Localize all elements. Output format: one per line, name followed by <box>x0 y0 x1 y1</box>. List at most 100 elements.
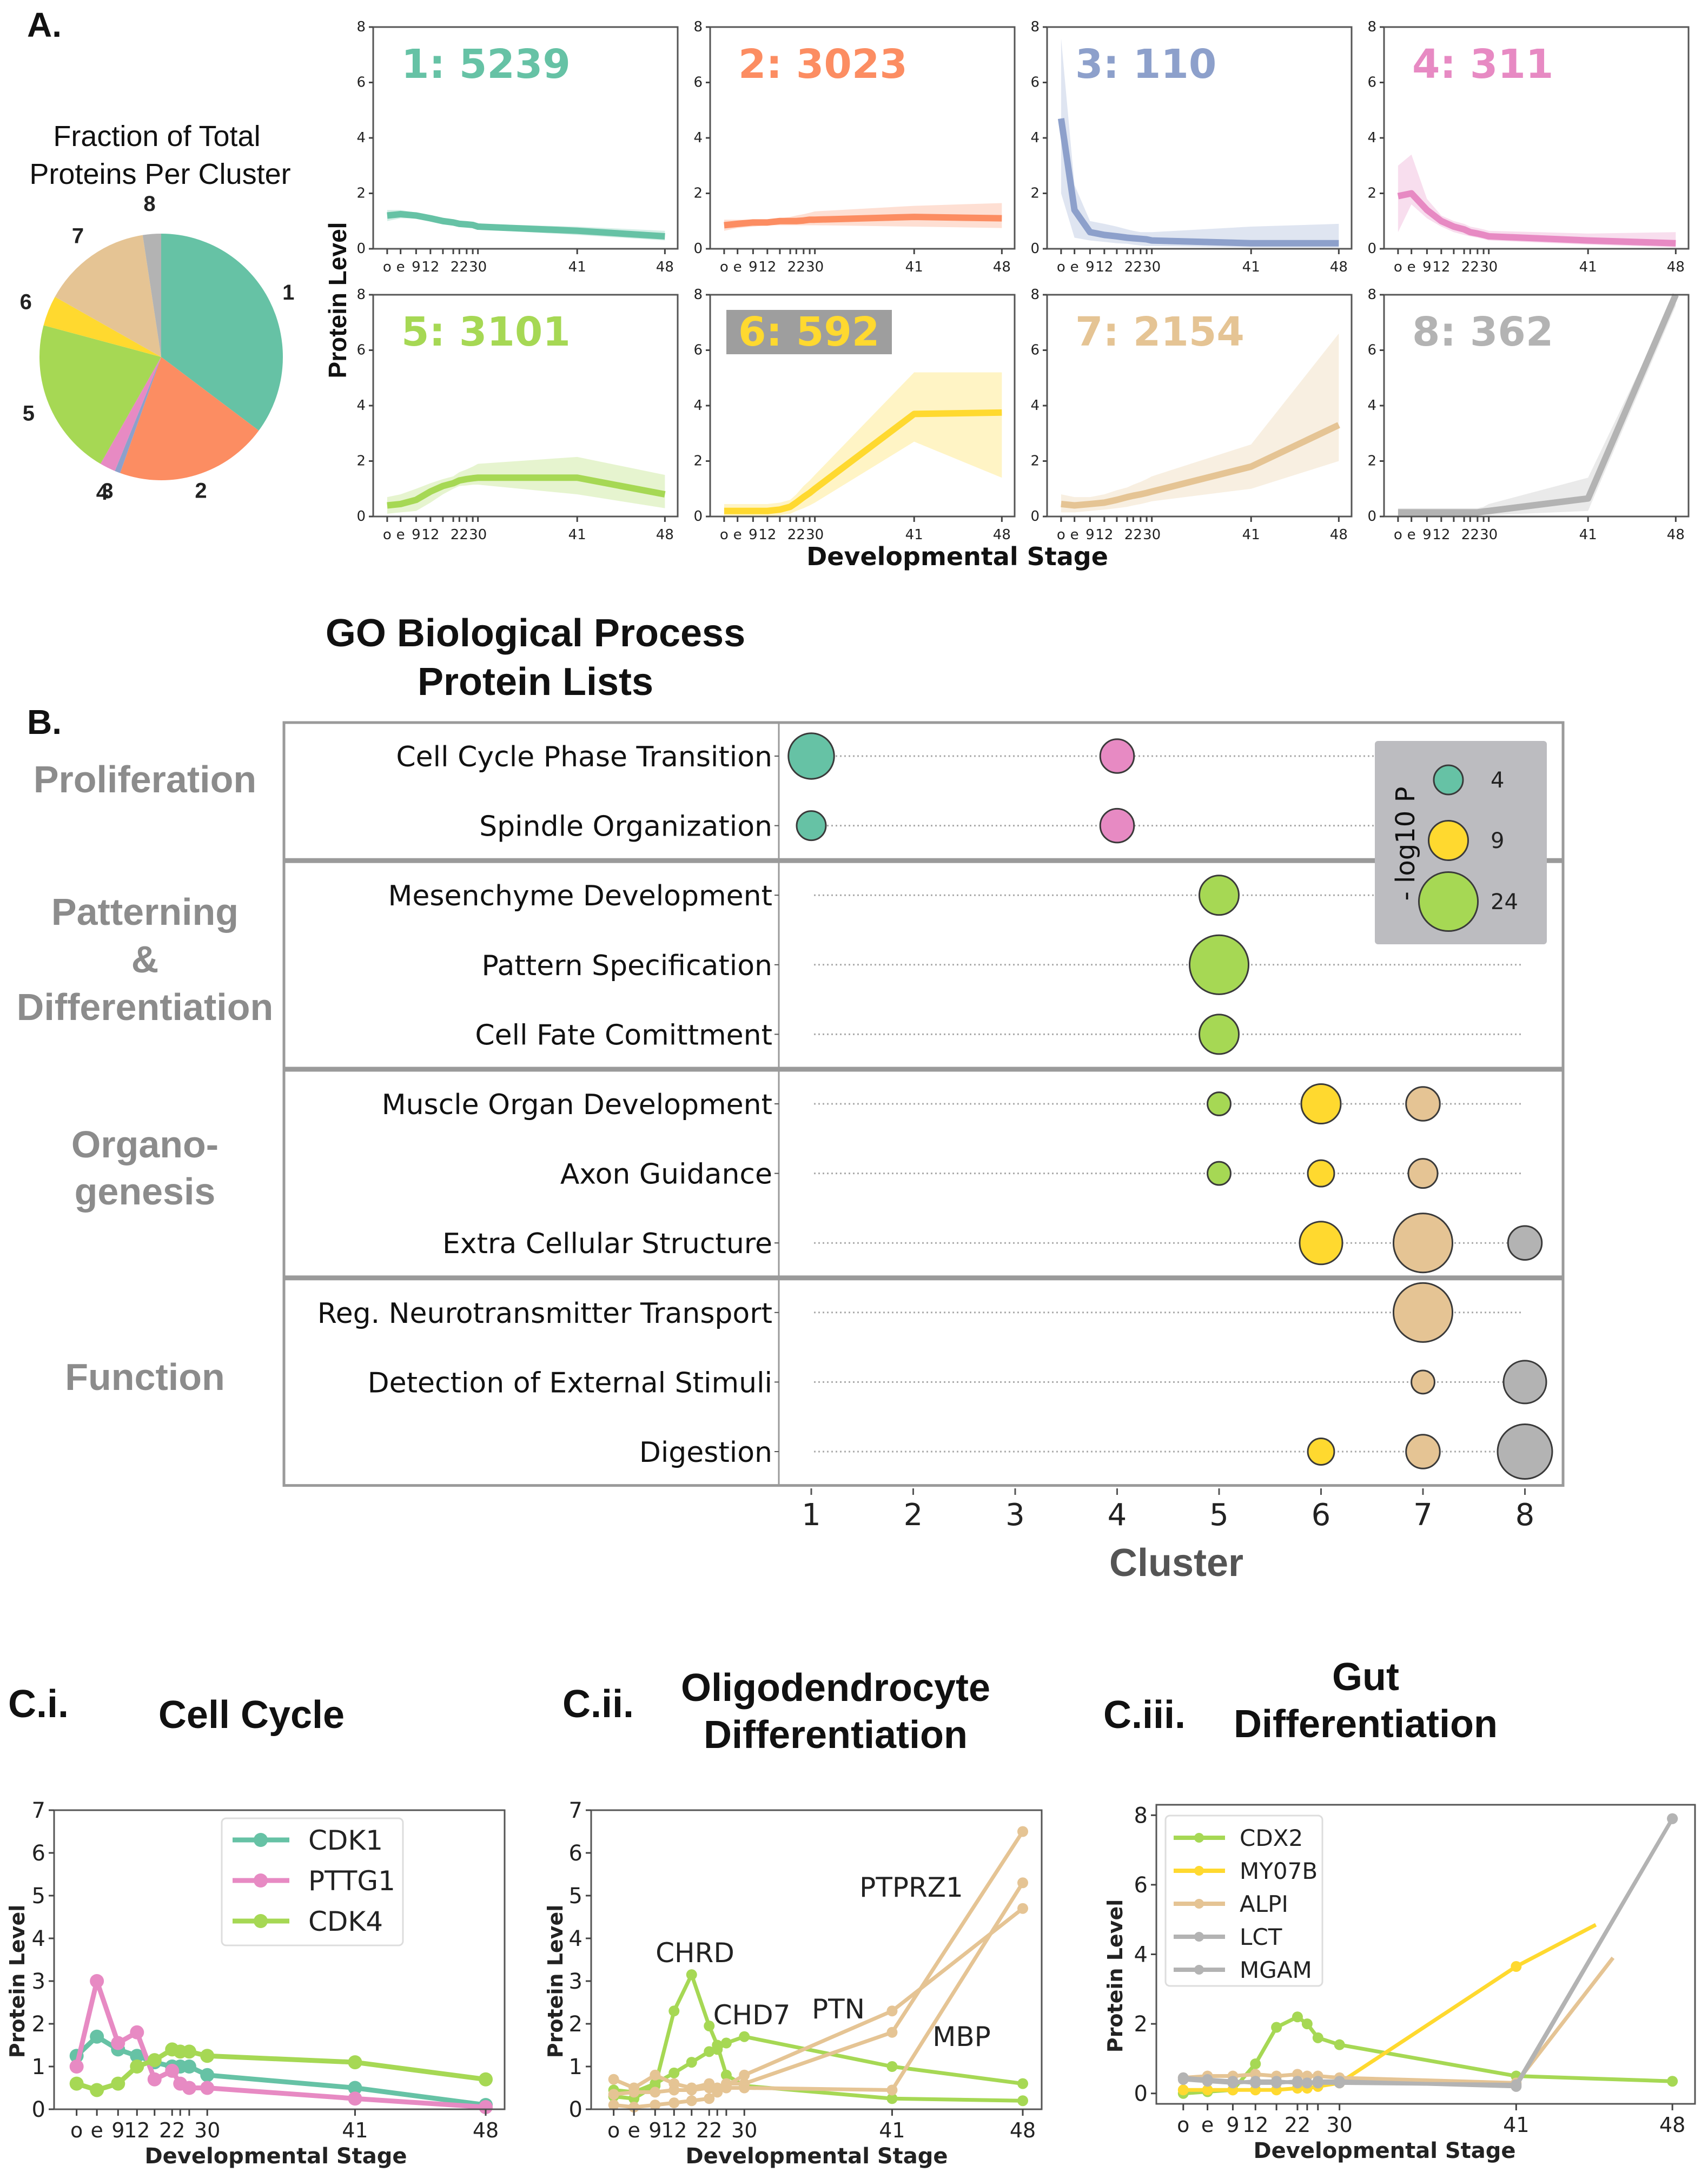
chart-title: Differentiation <box>1234 1703 1498 1746</box>
mean-line <box>387 210 665 240</box>
x-tick-label: 9 <box>749 259 758 275</box>
x-tick-label: 22 <box>1461 259 1479 275</box>
data-point <box>668 2084 680 2096</box>
enrichment-bubble-cluster-6 <box>1299 1221 1343 1266</box>
x-tick-label: 9 <box>1085 259 1095 275</box>
enrichment-bubble-cluster-7 <box>1392 1282 1454 1343</box>
data-point <box>1292 2011 1303 2023</box>
x-tick-label: 30 <box>1143 259 1161 275</box>
data-point <box>1017 1877 1029 1889</box>
y-tick-label: 8 <box>1367 287 1376 303</box>
cluster-count-label: 2: 3023 <box>738 41 908 88</box>
data-point <box>90 1974 104 1988</box>
x-tick-label: o <box>1057 259 1065 275</box>
y-tick-label: 0 <box>693 241 703 257</box>
data-point <box>1292 2076 1303 2087</box>
data-point <box>1271 2022 1282 2033</box>
x-tick-label: 9 <box>412 527 421 543</box>
pie-slice-cluster-3 <box>115 357 161 473</box>
pie-title-line-1: Fraction of Total <box>53 120 260 153</box>
legend-label: CDK4 <box>308 1906 383 1937</box>
go-group-patterning-differentiation: Patterning & Differentiation Mesenchyme Dev… <box>17 860 1565 1070</box>
pie-label-cluster-2: 2 <box>195 479 207 503</box>
x-tick-label: 48 <box>1330 527 1348 543</box>
y-tick-label: 6 <box>693 75 703 91</box>
x-tick-label: 9 <box>1085 527 1095 543</box>
data-point <box>1301 2018 1313 2030</box>
y-tick-label: 4 <box>693 130 703 146</box>
y-tick-label: 4 <box>1367 398 1376 414</box>
pie-label-cluster-7: 7 <box>72 224 84 248</box>
y-tick-label: 0 <box>693 508 703 525</box>
y-tick-label: 4 <box>1134 1943 1148 1968</box>
mean-line <box>1397 190 1676 247</box>
y-tick-label: 4 <box>1030 398 1040 414</box>
data-point <box>1017 2095 1029 2107</box>
annotation-mbp: MBP <box>932 2021 991 2052</box>
cluster-count-label: 4: 311 <box>1412 41 1553 88</box>
y-tick-label: 2 <box>32 2012 45 2037</box>
data-point <box>712 2044 723 2055</box>
cluster-panel-4: 0 2 4 6 8 o e 9 12 22 30 41 48 4: 311 <box>1367 19 1690 275</box>
y-tick-label: 4 <box>1030 130 1040 146</box>
data-point <box>739 2082 750 2094</box>
x-tick-label: 12 <box>1242 2113 1268 2137</box>
y-tick-label: 0 <box>356 241 366 257</box>
x-tick-label: e <box>627 2118 640 2142</box>
data-point <box>886 2061 898 2072</box>
panel-label-ciii: C.iii. <box>1103 1693 1186 1737</box>
y-tick-label: 4 <box>693 398 703 414</box>
x-tick-label: 41 <box>1242 259 1260 275</box>
enrichment-bubble-cluster-7 <box>1411 1369 1435 1395</box>
x-tick-label: 48 <box>1667 259 1685 275</box>
data-point <box>90 2029 104 2044</box>
data-point <box>1271 2077 1282 2089</box>
x-tick-label: 12 <box>661 2118 687 2142</box>
enrichment-bubble-cluster-7 <box>1407 1158 1439 1189</box>
x-tick-label: 22 <box>1285 2113 1310 2137</box>
data-point <box>608 2074 619 2085</box>
x-tick-label: 30 <box>1480 259 1498 275</box>
data-point <box>1202 2074 1213 2085</box>
y-axis-label: Protein Level <box>5 1905 29 2058</box>
data-point <box>720 2069 732 2081</box>
term-label: Pattern Specification <box>482 950 772 982</box>
x-tick-label: 12 <box>421 527 439 543</box>
data-point <box>200 2081 215 2095</box>
cluster-panel-3: 0 2 4 6 8 o e 9 12 22 30 41 48 3: 110 <box>1030 19 1353 275</box>
data-point <box>1334 2077 1345 2089</box>
y-tick-label: 4 <box>1367 130 1376 146</box>
x-tick-label: 7 <box>1413 1498 1433 1533</box>
x-tick-label: 3 <box>1005 1498 1025 1533</box>
x-tick-label: 48 <box>1667 527 1685 543</box>
group-label: Function <box>65 1356 224 1398</box>
go-title-line-2: Protein Lists <box>418 660 653 704</box>
x-tick-label: o <box>607 2118 620 2142</box>
panel-label-cii: C.ii. <box>562 1683 634 1726</box>
y-tick-label: 0 <box>356 508 366 525</box>
x-tick-label: 2 <box>904 1498 923 1533</box>
y-tick-label: 2 <box>356 453 366 469</box>
data-point <box>886 2027 898 2038</box>
x-tick-label: o <box>1394 259 1402 275</box>
legend-label: LCT <box>1240 1924 1282 1950</box>
legend-label: MY07B <box>1240 1858 1318 1884</box>
x-tick-label: 22 <box>787 527 805 543</box>
y-tick-label: 2 <box>1030 186 1040 202</box>
data-point <box>608 2089 619 2100</box>
pie-slice-cluster-5 <box>39 325 161 464</box>
x-tick-label: 5 <box>1209 1498 1229 1533</box>
data-point <box>182 2044 196 2059</box>
enrichment-bubble-cluster-5 <box>1199 875 1240 916</box>
y-tick-label: 8 <box>693 287 703 303</box>
x-axis-label: Developmental Stage <box>1253 2138 1515 2163</box>
cluster-count-label: 6: 592 <box>738 309 879 355</box>
x-tick-label: 48 <box>473 2118 499 2142</box>
y-tick-label: 4 <box>32 1926 45 1951</box>
confidence-band <box>1061 333 1339 513</box>
legend-swatch-marker <box>1194 1965 1204 1975</box>
data-point <box>1202 2084 1213 2096</box>
x-tick-label: 22 <box>451 259 468 275</box>
series-mgam <box>1177 1813 1678 2090</box>
